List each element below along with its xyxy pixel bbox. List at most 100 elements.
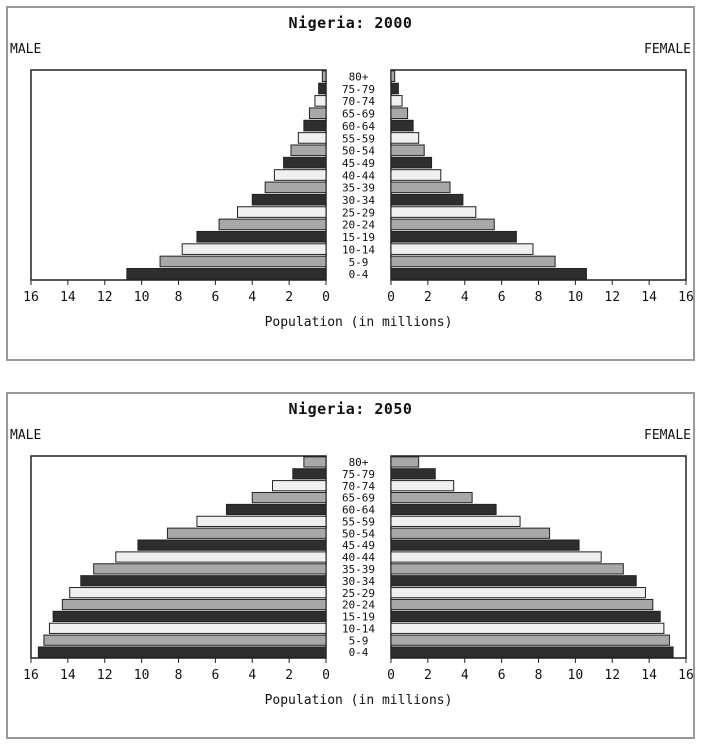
- female-bar-50-54: [390, 527, 551, 539]
- female-bar-60-64: [390, 119, 414, 132]
- age-group-label: 70-74: [342, 95, 375, 108]
- female-tick-label: 14: [641, 290, 657, 305]
- female-bar-60-64: [390, 503, 497, 516]
- male-tick-label: 12: [97, 668, 113, 683]
- male-tick-label: 4: [248, 290, 256, 305]
- female-bar-75-79: [390, 82, 399, 95]
- male-label: MALE: [10, 42, 42, 57]
- female-bar-20-24: [390, 218, 495, 231]
- male-tick-label: 0: [322, 668, 330, 683]
- female-bar-35-39: [390, 181, 451, 194]
- age-group-label: 70-74: [342, 480, 375, 493]
- male-bar-10-14: [48, 622, 327, 634]
- age-group-label: 50-54: [342, 527, 375, 540]
- female-bar-15-19: [390, 610, 661, 623]
- female-tick-label: 12: [604, 668, 620, 683]
- male-tick-label: 14: [60, 290, 76, 305]
- female-tick-label: 4: [461, 668, 469, 683]
- female-bar-70-74: [390, 480, 455, 492]
- chart-title: Nigeria: 2050: [288, 400, 413, 418]
- age-group-label: 25-29: [342, 587, 375, 600]
- male-bar-65-69: [251, 491, 327, 504]
- female-bar-5-9: [390, 255, 556, 268]
- female-tick-label: 10: [568, 290, 584, 305]
- female-bar-10-14: [390, 622, 665, 634]
- chart-title: Nigeria: 2000: [288, 14, 413, 32]
- male-bar-45-49: [283, 156, 327, 169]
- male-bar-10-14: [181, 243, 327, 255]
- female-tick-label: 14: [641, 668, 657, 683]
- male-tick-label: 2: [285, 668, 293, 683]
- age-group-label: 75-79: [342, 83, 375, 96]
- male-bar-25-29: [69, 587, 327, 599]
- male-bar-75-79: [292, 468, 327, 480]
- female-bar-70-74: [390, 95, 403, 107]
- male-tick-label: 6: [211, 668, 219, 683]
- female-bar-40-44: [390, 551, 602, 563]
- male-bar-15-19: [52, 610, 327, 623]
- female-bar-55-59: [390, 132, 420, 144]
- male-tick-label: 16: [23, 668, 39, 683]
- pyramid-panel-2000: Nigeria: 2000 MALE FEMALE 0-4 5-9 10-14 15-…: [6, 6, 695, 361]
- female-bar-0-4: [390, 268, 587, 280]
- female-tick-label: 16: [678, 290, 693, 305]
- male-bar-25-29: [237, 206, 327, 218]
- age-group-label: 5-9: [349, 634, 369, 647]
- female-tick-label: 0: [387, 290, 395, 305]
- female-bar-10-14: [390, 243, 534, 255]
- male-bar-0-4: [126, 268, 327, 280]
- male-bar-35-39: [93, 563, 327, 575]
- male-tick-label: 4: [248, 668, 256, 683]
- female-bar-45-49: [390, 156, 433, 169]
- age-group-label: 55-59: [342, 132, 375, 145]
- female-bar-80+: [390, 456, 420, 468]
- female-bar-0-4: [390, 646, 674, 658]
- male-bar-20-24: [61, 598, 327, 611]
- male-bar-80+: [321, 70, 327, 82]
- pyramid-chart-2000: 0-45-910-1415-1920-2425-2930-3435-3940-4…: [23, 69, 693, 330]
- male-bar-60-64: [303, 119, 327, 132]
- female-tick-label: 8: [535, 290, 543, 305]
- age-group-label: 0-4: [349, 646, 369, 659]
- age-group-label: 65-69: [342, 492, 375, 505]
- female-tick-label: 12: [604, 290, 620, 305]
- female-bar-25-29: [390, 206, 477, 218]
- male-bar-50-54: [290, 144, 327, 157]
- female-bar-15-19: [390, 230, 517, 243]
- male-bar-55-59: [196, 515, 327, 527]
- age-group-label: 15-19: [342, 611, 375, 624]
- age-group-label: 20-24: [342, 219, 375, 232]
- female-tick-label: 10: [568, 668, 584, 683]
- age-group-label: 55-59: [342, 515, 375, 528]
- female-bar-30-34: [390, 575, 637, 587]
- female-bar-20-24: [390, 598, 654, 611]
- male-tick-label: 8: [175, 290, 183, 305]
- female-bar-55-59: [390, 515, 521, 527]
- x-axis-label: Population (in millions): [265, 315, 453, 330]
- age-group-label: 30-34: [342, 194, 375, 207]
- female-tick-label: 0: [387, 668, 395, 683]
- age-group-label: 65-69: [342, 108, 375, 121]
- male-label: MALE: [10, 428, 42, 443]
- age-group-label: 35-39: [342, 563, 375, 576]
- male-bar-65-69: [308, 107, 327, 120]
- pyramid-panel-2050: Nigeria: 2050 MALE FEMALE 0-4 5-9 10-14 15-…: [6, 392, 695, 739]
- male-tick-label: 6: [211, 290, 219, 305]
- female-bar-75-79: [390, 468, 436, 480]
- male-tick-label: 2: [285, 290, 293, 305]
- age-group-label: 30-34: [342, 575, 375, 588]
- male-bar-5-9: [159, 255, 327, 268]
- male-bar-0-4: [37, 646, 327, 658]
- male-tick-label: 12: [97, 290, 113, 305]
- male-bar-60-64: [225, 503, 327, 516]
- male-tick-label: 8: [175, 668, 183, 683]
- female-bar-65-69: [390, 491, 473, 504]
- female-tick-label: 6: [498, 290, 506, 305]
- male-tick-label: 0: [322, 290, 330, 305]
- female-bar-50-54: [390, 144, 425, 157]
- age-group-label: 75-79: [342, 468, 375, 481]
- female-bar-40-44: [390, 169, 442, 181]
- male-bar-5-9: [43, 634, 327, 646]
- female-bar-45-49: [390, 539, 580, 551]
- age-group-label: 20-24: [342, 599, 375, 612]
